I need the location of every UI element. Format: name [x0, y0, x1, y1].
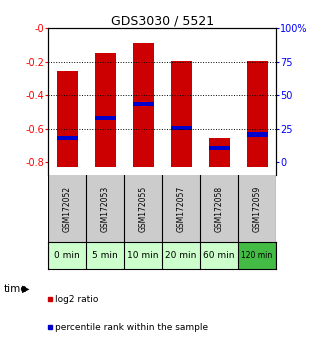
Bar [238, 242, 276, 269]
Text: time: time [3, 284, 27, 293]
Bar [95, 116, 116, 120]
Bar [95, 52, 116, 167]
Bar [171, 61, 192, 167]
Text: 5 min: 5 min [92, 251, 118, 260]
Text: 10 min: 10 min [127, 251, 159, 260]
Bar [162, 242, 200, 269]
Bar [86, 242, 124, 269]
Text: ▶: ▶ [22, 284, 30, 293]
Text: GSM172057: GSM172057 [177, 186, 186, 232]
Title: GDS3030 / 5521: GDS3030 / 5521 [110, 14, 214, 27]
Text: GSM172058: GSM172058 [214, 186, 224, 232]
Text: 60 min: 60 min [203, 251, 235, 260]
Text: GSM172055: GSM172055 [139, 186, 148, 232]
Bar [124, 242, 162, 269]
Bar [247, 61, 267, 167]
Text: GSM172052: GSM172052 [63, 186, 72, 232]
Bar [209, 146, 230, 150]
Text: 120 min: 120 min [241, 251, 273, 260]
Text: log2 ratio: log2 ratio [55, 295, 99, 304]
Text: 0 min: 0 min [54, 251, 80, 260]
Text: GSM172053: GSM172053 [100, 186, 110, 232]
Bar [133, 102, 153, 107]
Bar [57, 71, 78, 167]
Bar [209, 138, 230, 167]
Bar [171, 126, 192, 130]
Text: percentile rank within the sample: percentile rank within the sample [55, 323, 208, 332]
Text: 20 min: 20 min [165, 251, 197, 260]
Bar [247, 132, 267, 137]
Bar [200, 242, 238, 269]
Bar [57, 136, 78, 140]
Text: GSM172059: GSM172059 [253, 186, 262, 232]
Bar [133, 42, 153, 167]
Bar [48, 242, 86, 269]
